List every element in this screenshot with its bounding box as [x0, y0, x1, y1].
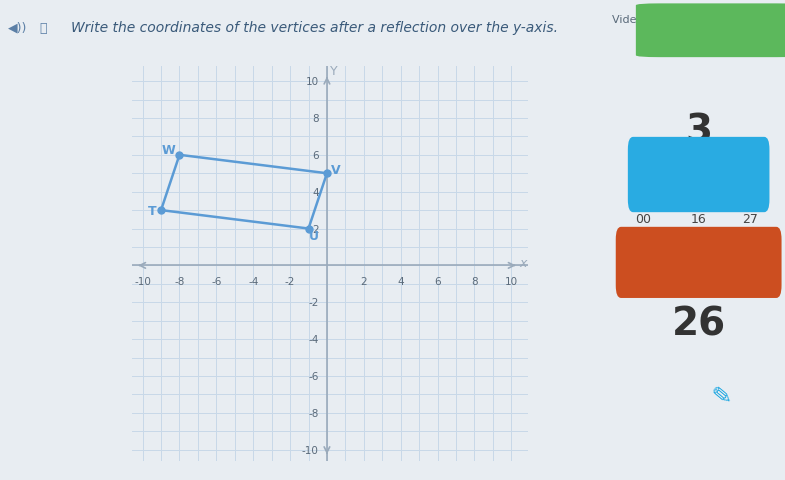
Text: 00: 00 [635, 213, 652, 226]
Text: Y: Y [330, 65, 338, 78]
Text: 6: 6 [312, 151, 319, 160]
Text: ✏: ✏ [703, 380, 735, 411]
Text: -6: -6 [211, 276, 221, 286]
Text: -8: -8 [174, 276, 184, 286]
Text: ◀)): ◀)) [8, 22, 27, 35]
Text: W: W [162, 144, 175, 156]
Text: x: x [520, 257, 527, 270]
Text: -10: -10 [134, 276, 151, 286]
Text: 2: 2 [312, 224, 319, 234]
Text: T: T [148, 204, 156, 217]
Text: SECS: SECS [741, 231, 760, 240]
Text: 8: 8 [471, 276, 478, 286]
FancyBboxPatch shape [636, 4, 785, 58]
Text: Questions
answered: Questions answered [691, 17, 746, 39]
Text: 3: 3 [685, 112, 712, 150]
Text: 8: 8 [312, 114, 319, 124]
Text: -4: -4 [248, 276, 258, 286]
Text: Video  ⓘ: Video ⓘ [612, 14, 657, 24]
Text: SmartScore
out of 100  ⓘ: SmartScore out of 100 ⓘ [664, 250, 733, 272]
Text: U: U [309, 230, 319, 243]
Text: 2: 2 [360, 276, 367, 286]
Text: Write the coordinates of the vertices after a reflection over the y-axis.: Write the coordinates of the vertices af… [71, 21, 557, 35]
Text: -4: -4 [309, 335, 319, 344]
Text: -2: -2 [285, 276, 295, 286]
Text: V: V [331, 164, 341, 177]
Text: MINS: MINS [689, 231, 708, 240]
Text: -6: -6 [309, 371, 319, 381]
Text: 16: 16 [691, 213, 706, 226]
Text: Time
elapsed: Time elapsed [673, 159, 725, 187]
Text: 4: 4 [312, 187, 319, 197]
Text: 10: 10 [305, 77, 319, 87]
Text: 10: 10 [505, 276, 518, 286]
Text: 🔁: 🔁 [39, 22, 47, 35]
FancyBboxPatch shape [628, 138, 769, 213]
Text: HRS: HRS [635, 231, 652, 240]
Text: -2: -2 [309, 298, 319, 308]
FancyBboxPatch shape [615, 228, 782, 299]
Text: 4: 4 [397, 276, 404, 286]
Text: 26: 26 [672, 305, 725, 343]
Text: 6: 6 [434, 276, 441, 286]
Text: -10: -10 [301, 445, 319, 455]
Text: -8: -8 [309, 408, 319, 418]
Text: 27: 27 [743, 213, 758, 226]
